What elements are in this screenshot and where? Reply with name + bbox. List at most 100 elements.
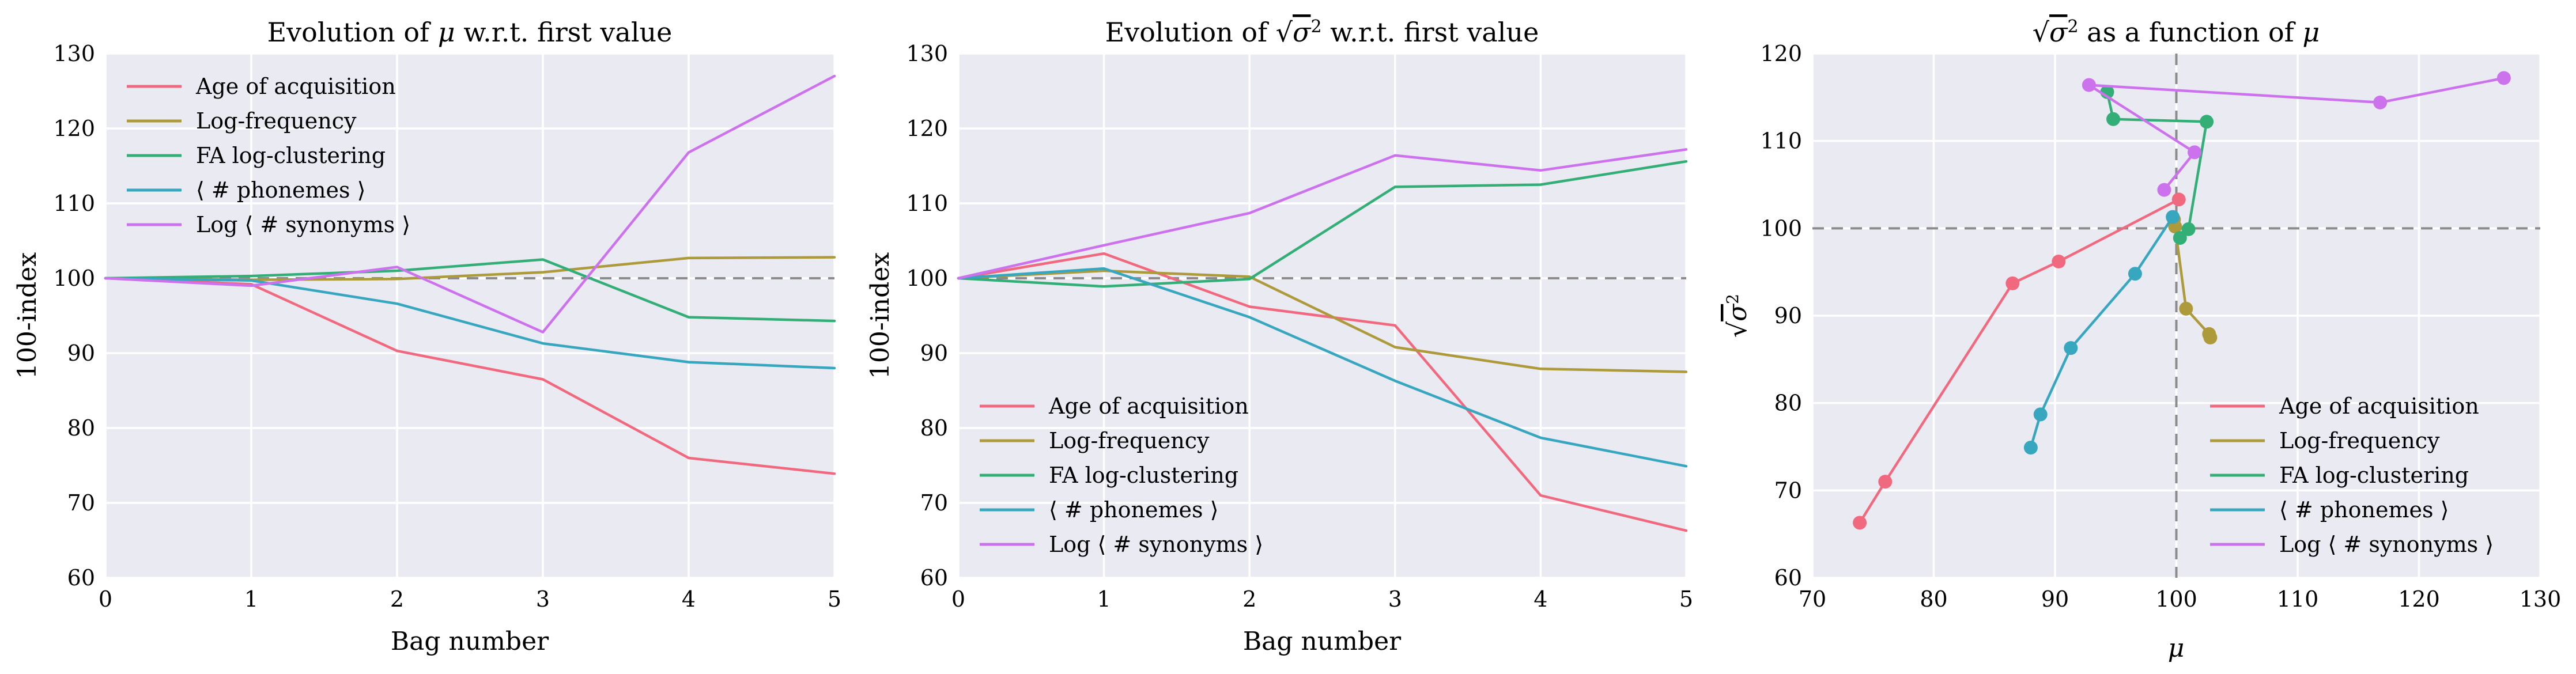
y-tick-label-3-2: 80: [1774, 391, 1802, 416]
data-point-3-0-4: [1853, 516, 1867, 530]
legend-label-2-2: FA log-clustering: [1049, 463, 1238, 488]
x-axis-label-3: μ: [2168, 634, 2185, 663]
legend-label-3-1: Log-frequency: [2279, 428, 2440, 453]
series-line-2-3: [957, 267, 1688, 468]
y-tick-label-1-5: 110: [53, 191, 95, 216]
x-axis-label-2: Bag number: [1243, 627, 1402, 656]
data-point-3-3-4: [2023, 441, 2038, 455]
series-line-1-2: [104, 258, 836, 323]
data-point-3-2-2: [2200, 115, 2214, 129]
legend-label-1-0: Age of acquisition: [195, 74, 396, 99]
y-tick-label-3-1: 70: [1774, 478, 1802, 503]
title-3-superscript: 2: [2067, 17, 2078, 37]
title-2-suffix: w.r.t. first value: [1322, 17, 1539, 48]
y-tick-label-1-1: 70: [67, 490, 95, 516]
title-3-suffix: as a function of: [2079, 17, 2303, 48]
y-axis-label-2: 100-index: [866, 252, 895, 379]
x-tick-label-2-2: 2: [1242, 586, 1256, 612]
series-group-1: [104, 74, 836, 475]
legend-3: Age of acquisition Log-frequency FA log-cl…: [2210, 393, 2494, 557]
y-tick-label-2-1: 70: [920, 490, 948, 516]
series-group-3: [1853, 71, 2511, 530]
title-2-prefix: Evolution of: [1105, 17, 1276, 48]
y-tick-label-1-0: 60: [67, 565, 95, 590]
data-point-3-1-2: [2179, 301, 2193, 316]
title-2-sigma-symbol: σ: [1293, 17, 1312, 48]
x-tick-label-3-4: 110: [2277, 586, 2319, 612]
x-tick-labels-3: 70 80 90 100 110 120 130: [1799, 586, 2561, 612]
y-tick-label-1-6: 120: [53, 116, 95, 141]
y-tick-labels-1: 60 70 80 90 100 110 120 130: [53, 41, 95, 590]
legend-label-2-1: Log-frequency: [1049, 428, 1210, 453]
y-tick-label-3-3: 90: [1774, 303, 1802, 328]
y-tick-label-2-3: 90: [920, 340, 948, 366]
y-tick-labels-3: 60 70 80 90 100 110 120: [1760, 41, 1802, 590]
x-tick-label-3-6: 130: [2520, 586, 2562, 612]
y-tick-label-1-7: 130: [53, 41, 95, 66]
x-tick-label-3-1: 80: [1920, 586, 1947, 612]
y-tick-label-3-0: 60: [1774, 565, 1802, 590]
x-tick-labels-1: 0 1 2 3 4 5: [99, 586, 841, 612]
data-point-3-2-3: [2106, 112, 2121, 126]
y-axis-label-1: 100-index: [13, 252, 42, 379]
title-1-prefix: Evolution of: [267, 17, 438, 48]
legend-label-1-4: Log ⟨ # synonyms ⟩: [196, 212, 410, 237]
data-point-3-4-3: [2373, 95, 2388, 109]
y-tick-labels-2: 60 70 80 90 100 110 120 130: [906, 41, 948, 590]
series-line-2-0: [957, 252, 1688, 532]
x-tick-label-3-3: 100: [2155, 586, 2197, 612]
title-3-sqrt-symbol: √: [2033, 17, 2050, 48]
data-point-3-1-4: [2203, 330, 2218, 344]
y-label-3-sqrt-symbol: √: [1723, 321, 1752, 338]
data-point-3-3-3: [2033, 407, 2048, 422]
data-point-3-4-4: [2496, 71, 2511, 85]
x-tick-label-1-2: 2: [390, 586, 404, 612]
title-3-mu-symbol: μ: [2302, 17, 2320, 48]
data-point-3-3-1: [2128, 267, 2142, 281]
legend-label-2-4: Log ⟨ # synonyms ⟩: [1049, 532, 1263, 557]
x-tick-label-1-5: 5: [828, 586, 841, 612]
x-tick-label-2-0: 0: [951, 586, 965, 612]
data-point-3-0-3: [1878, 475, 1893, 489]
data-point-3-4-1: [2188, 145, 2202, 160]
title-1-mu-symbol: μ: [438, 17, 455, 48]
y-tick-label-2-6: 120: [906, 116, 948, 141]
x-tick-labels-2: 0 1 2 3 4 5: [951, 586, 1693, 612]
data-point-3-4-2: [2082, 78, 2096, 92]
y-tick-label-1-2: 80: [67, 415, 95, 441]
series-line-2-2: [957, 160, 1688, 288]
data-point-3-0-2: [2005, 276, 2020, 290]
chart-panel-2: 0 1 2 3 4 5 60 70 80 90 100 110 120 130 Evolution of…: [866, 17, 1693, 656]
y-axis-label-3: √σ2: [1723, 294, 1752, 338]
y-tick-label-1-3: 90: [67, 340, 95, 366]
y-tick-label-2-2: 80: [920, 415, 948, 441]
y-tick-label-2-7: 130: [906, 41, 948, 66]
x-tick-label-1-0: 0: [99, 586, 112, 612]
series-line-1-3: [104, 277, 836, 370]
x-tick-label-2-5: 5: [1679, 586, 1693, 612]
data-point-3-2-1: [2181, 222, 2196, 236]
legend-label-1-2: FA log-clustering: [196, 143, 386, 168]
series-line-2-4: [957, 148, 1688, 280]
y-label-3-superscript: 2: [1723, 294, 1742, 304]
series-group-2: [957, 148, 1688, 532]
title-2-superscript: 2: [1310, 17, 1321, 37]
x-tick-label-2-4: 4: [1533, 586, 1547, 612]
legend-2: Age of acquisition Log-frequency FA log-cl…: [980, 393, 1263, 557]
x-tick-label-1-1: 1: [244, 586, 258, 612]
title-2-sqrt-symbol: √: [1276, 17, 1293, 48]
x-axis-label-1: Bag number: [391, 627, 549, 656]
x-tick-label-2-3: 3: [1388, 586, 1402, 612]
title-1-suffix: w.r.t. first value: [455, 17, 673, 48]
x-tick-label-3-2: 90: [2041, 586, 2069, 612]
x-tick-label-3-5: 120: [2398, 586, 2440, 612]
y-tick-label-3-4: 100: [1760, 215, 1802, 241]
y-tick-label-2-5: 110: [906, 191, 948, 216]
data-point-3-0-1: [2052, 254, 2066, 268]
legend-label-1-3: ⟨ # phonemes ⟩: [196, 177, 365, 203]
y-tick-label-1-4: 100: [53, 266, 95, 291]
y-tick-label-2-0: 60: [920, 565, 948, 590]
legend-label-2-0: Age of acquisition: [1048, 393, 1249, 419]
